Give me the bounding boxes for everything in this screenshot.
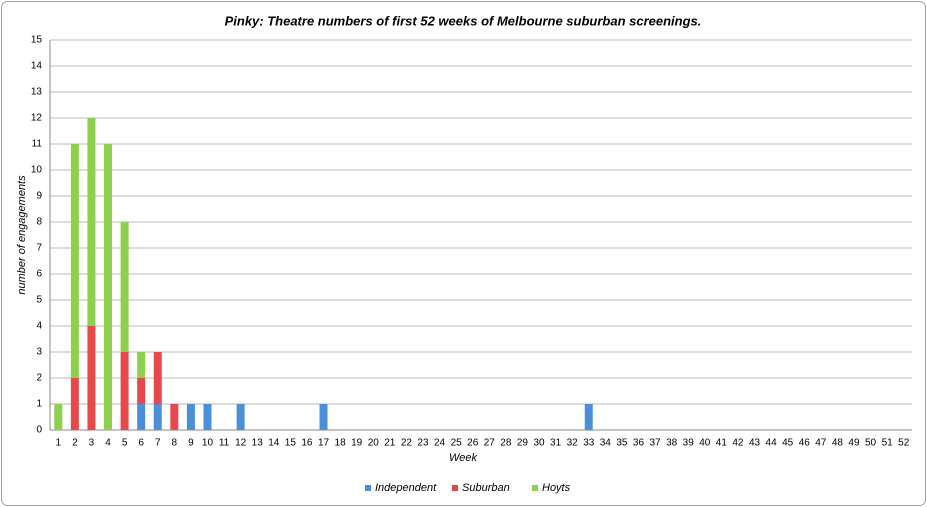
bar-segment <box>104 144 113 430</box>
x-tick-label: 42 <box>732 438 744 449</box>
bar-segment <box>584 404 593 430</box>
bar-segment <box>137 404 146 430</box>
y-tick-label: 4 <box>36 321 42 332</box>
bar-segment <box>137 352 146 378</box>
bar-segment <box>120 222 129 352</box>
x-tick-label: 9 <box>188 438 194 449</box>
x-tick-label: 25 <box>451 438 463 449</box>
x-tick-label: 13 <box>252 438 264 449</box>
x-tick-label: 15 <box>285 438 297 449</box>
y-tick-label: 13 <box>31 87 43 98</box>
x-tick-label: 41 <box>716 438 728 449</box>
y-axis-label: number of engagements <box>16 175 28 295</box>
y-tick-label: 2 <box>36 373 42 384</box>
x-axis-label: Week <box>449 452 477 464</box>
x-tick-label: 17 <box>318 438 330 449</box>
bar-segment <box>236 404 245 430</box>
x-tick-label: 48 <box>832 438 844 449</box>
x-tick-label: 26 <box>467 438 479 449</box>
bar-segment <box>203 404 212 430</box>
bar-segment <box>186 404 195 430</box>
x-tick-label: 16 <box>301 438 313 449</box>
x-tick-label: 40 <box>699 438 711 449</box>
x-tick-label: 28 <box>500 438 512 449</box>
x-tick-label: 4 <box>105 438 111 449</box>
x-tick-label: 5 <box>122 438 128 449</box>
x-tick-label: 20 <box>368 438 380 449</box>
x-tick-label: 44 <box>766 438 778 449</box>
legend-swatch <box>452 485 458 491</box>
x-tick-label: 29 <box>517 438 529 449</box>
x-tick-label: 19 <box>351 438 363 449</box>
x-tick-label: 30 <box>533 438 545 449</box>
x-tick-label: 11 <box>219 438 230 449</box>
y-tick-label: 9 <box>36 191 42 202</box>
x-tick-label: 14 <box>268 438 280 449</box>
x-tick-label: 49 <box>848 438 860 449</box>
x-tick-label: 22 <box>401 438 413 449</box>
x-tick-label: 32 <box>567 438 579 449</box>
chart-title: Pinky: Theatre numbers of first 52 weeks… <box>225 13 702 28</box>
bar-segment <box>70 144 79 378</box>
x-tick-label: 36 <box>633 438 645 449</box>
bar-segment <box>120 352 129 430</box>
x-tick-label: 37 <box>649 438 661 449</box>
bar-segment <box>54 404 63 430</box>
x-tick-label: 6 <box>138 438 144 449</box>
x-tick-label: 12 <box>235 438 247 449</box>
legend-label: Independent <box>375 482 437 494</box>
x-tick-label: 23 <box>417 438 429 449</box>
legend-swatch <box>365 485 371 491</box>
bar-segment <box>153 352 162 404</box>
bar-segment <box>87 326 96 430</box>
y-tick-label: 8 <box>36 217 42 228</box>
x-tick-label: 3 <box>89 438 95 449</box>
y-tick-label: 15 <box>31 35 43 46</box>
x-tick-label: 18 <box>335 438 347 449</box>
x-tick-label: 39 <box>683 438 695 449</box>
x-tick-label: 47 <box>815 438 827 449</box>
bar-segment <box>153 404 162 430</box>
x-tick-label: 50 <box>865 438 877 449</box>
x-tick-label: 46 <box>799 438 811 449</box>
bar-segment <box>87 118 96 326</box>
y-tick-label: 14 <box>31 61 43 72</box>
x-tick-label: 43 <box>749 438 761 449</box>
x-tick-label: 27 <box>484 438 496 449</box>
x-tick-label: 34 <box>600 438 612 449</box>
bar-segment <box>319 404 328 430</box>
y-tick-label: 0 <box>36 425 42 436</box>
x-tick-label: 33 <box>583 438 595 449</box>
legend-label: Hoyts <box>542 482 571 494</box>
x-tick-label: 31 <box>550 438 562 449</box>
y-tick-label: 5 <box>36 295 42 306</box>
legend-swatch <box>532 485 538 491</box>
y-tick-label: 6 <box>36 269 42 280</box>
x-tick-label: 1 <box>56 438 62 449</box>
bar-segment <box>170 404 179 430</box>
y-tick-label: 3 <box>36 347 42 358</box>
x-tick-label: 24 <box>434 438 446 449</box>
x-tick-label: 2 <box>72 438 78 449</box>
x-tick-label: 51 <box>882 438 894 449</box>
y-tick-label: 7 <box>36 243 42 254</box>
x-tick-label: 45 <box>782 438 794 449</box>
legend-label: Suburban <box>462 482 510 494</box>
bar-segment <box>70 378 79 430</box>
y-tick-label: 11 <box>32 139 43 150</box>
x-tick-label: 8 <box>172 438 178 449</box>
x-tick-label: 35 <box>616 438 628 449</box>
x-tick-label: 10 <box>202 438 214 449</box>
x-tick-label: 7 <box>155 438 161 449</box>
bar-segment <box>137 378 146 404</box>
x-tick-label: 21 <box>384 438 396 449</box>
y-tick-label: 10 <box>31 165 43 176</box>
x-tick-label: 52 <box>898 438 910 449</box>
x-tick-label: 38 <box>666 438 678 449</box>
y-tick-label: 1 <box>36 399 42 410</box>
y-tick-label: 12 <box>31 113 43 124</box>
